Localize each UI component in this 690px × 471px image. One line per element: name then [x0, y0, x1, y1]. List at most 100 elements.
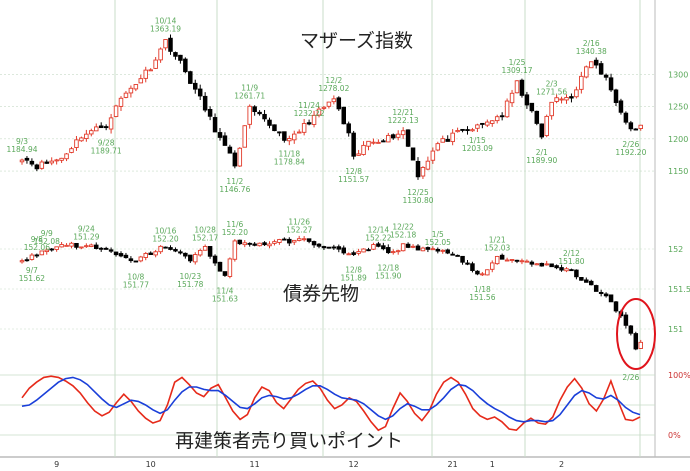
candle-body — [593, 285, 599, 292]
candle-body — [381, 245, 386, 250]
candle-body — [386, 247, 391, 254]
candle-body — [544, 263, 549, 266]
mothers-annotation-date: 9/3 — [16, 137, 28, 146]
mothers-annotation-value: 1192.20 — [615, 148, 646, 157]
candle-body — [395, 133, 401, 138]
candle-body — [509, 92, 515, 104]
candle-body — [197, 249, 203, 256]
candle-body — [504, 259, 510, 262]
candle-body — [178, 54, 183, 61]
candle-body — [351, 252, 356, 255]
candle-body — [128, 87, 134, 94]
candle-body — [410, 147, 416, 161]
mothers-y-tick: 1150 — [668, 167, 688, 176]
x-tick-label: 21 — [448, 460, 458, 469]
candle-body — [39, 161, 45, 169]
candle-body — [569, 96, 574, 99]
mothers-candles — [19, 34, 644, 180]
candle-body — [89, 130, 94, 135]
candle-body — [311, 241, 317, 246]
candle-body — [202, 246, 208, 251]
candle-body — [485, 269, 490, 276]
candle-body — [89, 244, 94, 247]
x-tick-label: 11 — [250, 460, 260, 469]
candle-body — [470, 263, 475, 271]
candle-body — [148, 252, 153, 256]
candle-body — [415, 160, 421, 178]
x-tick-label: 2 — [559, 460, 564, 469]
candle-body — [633, 333, 639, 350]
candle-body — [34, 164, 40, 170]
candle-body — [158, 245, 163, 253]
bond-annotation-value: 151.56 — [469, 293, 495, 302]
bond-annotation-value: 152.22 — [365, 233, 391, 242]
candle-body — [232, 240, 238, 260]
candle-body — [267, 119, 272, 126]
candle-body — [549, 263, 554, 268]
candle-body — [227, 146, 233, 154]
candle-body — [29, 160, 35, 165]
bond-annotation-value: 151.29 — [73, 233, 99, 242]
candle-body — [282, 131, 287, 141]
candle-body — [19, 260, 25, 263]
mothers-annotation-date: 12/2 — [325, 76, 342, 85]
bond-annotation-value: 152.03 — [484, 243, 510, 252]
candle-body — [296, 238, 302, 241]
candle-body — [202, 95, 208, 111]
candle-body — [237, 147, 243, 167]
candle-body — [262, 113, 267, 120]
bond-annotation-date: 12/14 — [368, 225, 390, 234]
candle-body — [252, 243, 257, 246]
candle-body — [267, 243, 272, 247]
bond-annotation-date: 10/8 — [127, 272, 144, 281]
candle-body — [301, 123, 307, 133]
candle-body — [475, 124, 480, 129]
candle-body — [514, 259, 520, 262]
candle-body — [499, 254, 505, 260]
candle-body — [351, 132, 356, 157]
candle-body — [534, 263, 540, 266]
oscillator-y-tick: 0% — [668, 431, 681, 440]
mothers-annotation-value: 1151.57 — [338, 175, 369, 184]
candle-body — [475, 270, 480, 275]
candle-body — [470, 129, 475, 132]
candle-body — [79, 137, 84, 142]
candle-body — [465, 129, 470, 132]
candle-body — [425, 160, 431, 170]
mothers-annotation-date: 11/2 — [226, 177, 243, 186]
candle-body — [341, 247, 347, 254]
candle-body — [296, 131, 302, 134]
candle-body — [44, 249, 50, 253]
candle-body — [405, 243, 411, 248]
candle-body — [598, 291, 604, 294]
mothers-annotation-date: 1/15 — [469, 136, 486, 145]
candle-body — [579, 277, 584, 281]
candle-body — [237, 239, 243, 245]
mothers-annotation-value: 1146.76 — [219, 185, 250, 194]
mothers-annotation-date: 11/9 — [241, 83, 258, 92]
candle-body — [272, 241, 277, 244]
candle-body — [19, 159, 25, 163]
candle-body — [564, 268, 569, 272]
mothers-annotation-value: 1130.80 — [402, 196, 433, 205]
candle-body — [128, 258, 134, 262]
candle-body — [391, 134, 396, 139]
candle-body — [420, 247, 426, 252]
candle-body — [504, 100, 510, 118]
x-tick-label: 12 — [349, 460, 359, 469]
candle-body — [292, 239, 297, 243]
candle-body — [579, 75, 584, 90]
candle-body — [559, 98, 564, 101]
bond-annotation-value: 152.20 — [222, 228, 248, 237]
candle-body — [435, 248, 441, 252]
candle-body — [554, 265, 559, 269]
candle-body — [593, 59, 599, 66]
candle-body — [395, 250, 401, 253]
candle-body — [618, 100, 624, 113]
candle-body — [445, 249, 450, 254]
candle-body — [529, 261, 535, 265]
candle-body — [168, 37, 173, 52]
candle-body — [74, 139, 79, 148]
candle-body — [420, 166, 426, 177]
candle-body — [628, 325, 634, 334]
